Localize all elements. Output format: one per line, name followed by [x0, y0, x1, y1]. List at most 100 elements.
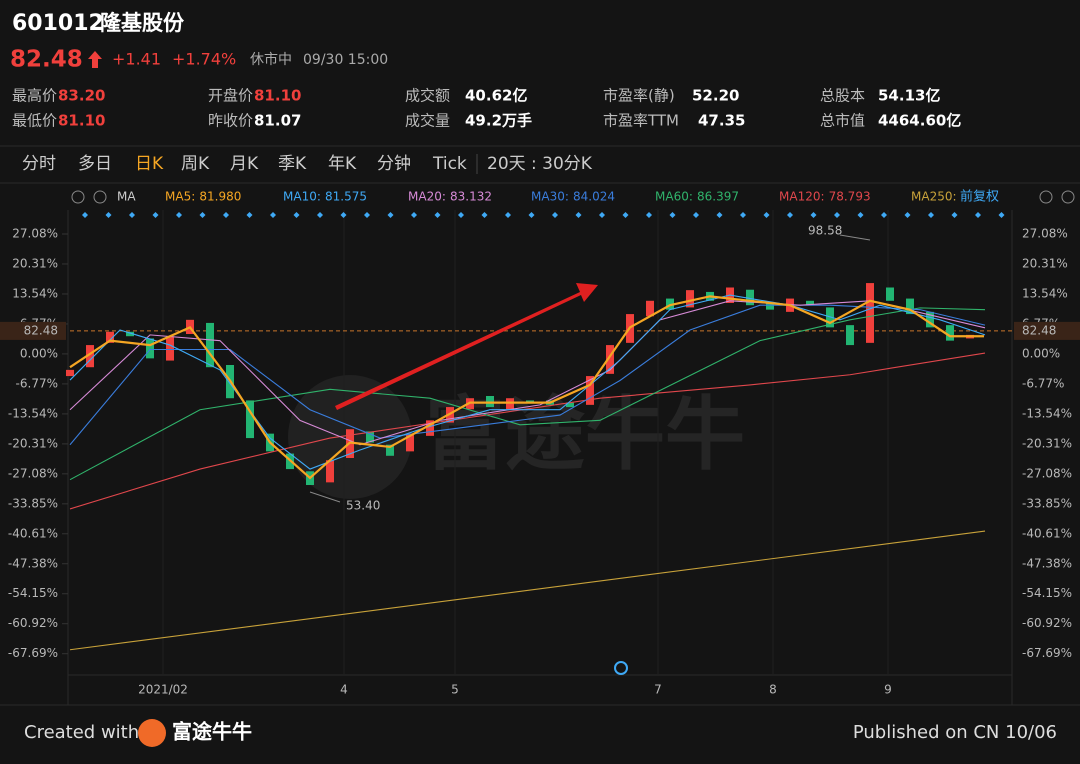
legend-name: MA5: — [165, 190, 195, 204]
tab[interactable]: 分时 — [22, 154, 56, 174]
event-marker[interactable] — [669, 212, 676, 218]
close-icon[interactable] — [93, 190, 107, 204]
annotation: 53.40 — [346, 499, 380, 513]
stock-code: 601012 — [12, 11, 104, 36]
ma-label[interactable]: MA — [117, 190, 136, 204]
event-marker[interactable] — [270, 212, 276, 218]
y-tick-label-right: 0.00% — [1022, 346, 1060, 360]
event-marker[interactable] — [975, 212, 981, 218]
candle — [646, 300, 654, 317]
event-marker[interactable] — [575, 212, 582, 218]
event-marker[interactable] — [552, 212, 558, 218]
event-marker[interactable] — [505, 212, 511, 218]
zoom-in[interactable] — [1061, 190, 1075, 204]
event-marker[interactable] — [481, 212, 488, 218]
event-marker[interactable] — [528, 212, 535, 218]
tab-extra[interactable]: 20天 : 30分K — [487, 154, 593, 174]
event-marker[interactable] — [434, 212, 441, 218]
stat-label: 最高价 — [12, 87, 57, 105]
stat-value: 54.13亿 — [878, 87, 940, 105]
event-marker[interactable] — [716, 212, 723, 218]
settings-icon[interactable] — [71, 190, 85, 204]
event-marker[interactable] — [857, 212, 864, 218]
event-marker[interactable] — [787, 212, 793, 218]
event-marker[interactable] — [411, 212, 417, 218]
candle — [566, 402, 574, 408]
y-tick-label: 20.31% — [12, 256, 58, 270]
candle — [486, 396, 494, 408]
stat-value: 81.07 — [254, 112, 301, 130]
candle — [426, 420, 434, 436]
candle — [586, 376, 594, 405]
stat-label: 昨收价 — [208, 112, 253, 130]
candle — [806, 300, 814, 306]
legend-value: 84.024 — [573, 190, 615, 204]
y-tick-label: -13.54% — [8, 406, 58, 420]
x-tick-label: 4 — [340, 683, 348, 697]
legend-value: 81.980 — [199, 190, 241, 204]
legend-value: 86.397 — [697, 190, 739, 204]
candle — [326, 460, 334, 483]
ma-line — [69, 530, 986, 651]
event-marker[interactable] — [458, 212, 464, 218]
event-marker[interactable] — [951, 212, 958, 218]
event-marker[interactable] — [176, 212, 182, 218]
event-marker[interactable] — [152, 212, 159, 218]
event-marker[interactable] — [364, 212, 370, 218]
event-marker[interactable] — [998, 212, 1005, 218]
legend-name: MA120: — [779, 190, 825, 204]
stat-label: 市盈率TTM — [603, 112, 679, 130]
candle — [246, 400, 254, 439]
event-marker[interactable] — [105, 212, 112, 218]
tab[interactable]: 周K — [181, 154, 210, 174]
tab[interactable]: 月K — [230, 154, 259, 174]
y-tick-label: 13.54% — [12, 286, 58, 300]
legend-name: MA250: — [911, 190, 957, 204]
event-marker[interactable] — [129, 212, 135, 218]
event-marker[interactable] — [646, 212, 652, 218]
event-marker[interactable] — [340, 212, 347, 218]
event-marker[interactable] — [317, 212, 323, 218]
event-marker[interactable] — [881, 212, 887, 218]
event-marker[interactable] — [622, 212, 629, 218]
y-tick-label-right: -47.38% — [1022, 556, 1072, 570]
change: +1.41 — [112, 50, 161, 69]
x-tick-label: 9 — [884, 683, 892, 697]
event-marker[interactable] — [223, 212, 229, 218]
scroll-icon[interactable] — [614, 661, 628, 675]
event-marker[interactable] — [387, 212, 394, 218]
event-marker[interactable] — [82, 212, 88, 218]
stat-label: 总股本 — [820, 87, 865, 105]
event-marker[interactable] — [599, 212, 605, 218]
event-marker[interactable] — [904, 212, 911, 218]
event-marker[interactable] — [810, 212, 817, 218]
event-marker[interactable] — [293, 212, 300, 218]
tab[interactable]: 日K — [135, 154, 164, 174]
tab[interactable]: 季K — [278, 154, 307, 174]
tab[interactable]: 年K — [328, 154, 357, 174]
event-marker[interactable] — [693, 212, 699, 218]
event-marker[interactable] — [834, 212, 840, 218]
tab[interactable]: 分钟 — [377, 154, 411, 174]
tab[interactable]: Tick — [432, 154, 467, 174]
y-tick-label-right: 13.54% — [1022, 286, 1068, 300]
x-tick-label: 7 — [654, 683, 662, 697]
event-marker[interactable] — [246, 212, 253, 218]
stat-value: 49.2万手 — [465, 112, 532, 130]
stock-name: 隆基股份 — [100, 11, 185, 35]
zoom-out[interactable] — [1039, 190, 1053, 204]
tab[interactable]: 多日 — [78, 154, 112, 174]
adjust[interactable]: 前复权 — [960, 189, 999, 205]
y-tick-label-right: -20.31% — [1022, 436, 1072, 450]
y-tick-label-right: -27.08% — [1022, 466, 1072, 480]
candle — [126, 331, 134, 337]
y-tick-label: -60.92% — [8, 616, 58, 630]
event-marker[interactable] — [763, 212, 770, 218]
y-tick-label: -20.31% — [8, 436, 58, 450]
event-marker[interactable] — [199, 212, 206, 218]
event-marker[interactable] — [740, 212, 746, 218]
event-marker[interactable] — [928, 212, 934, 218]
candle — [206, 322, 214, 368]
